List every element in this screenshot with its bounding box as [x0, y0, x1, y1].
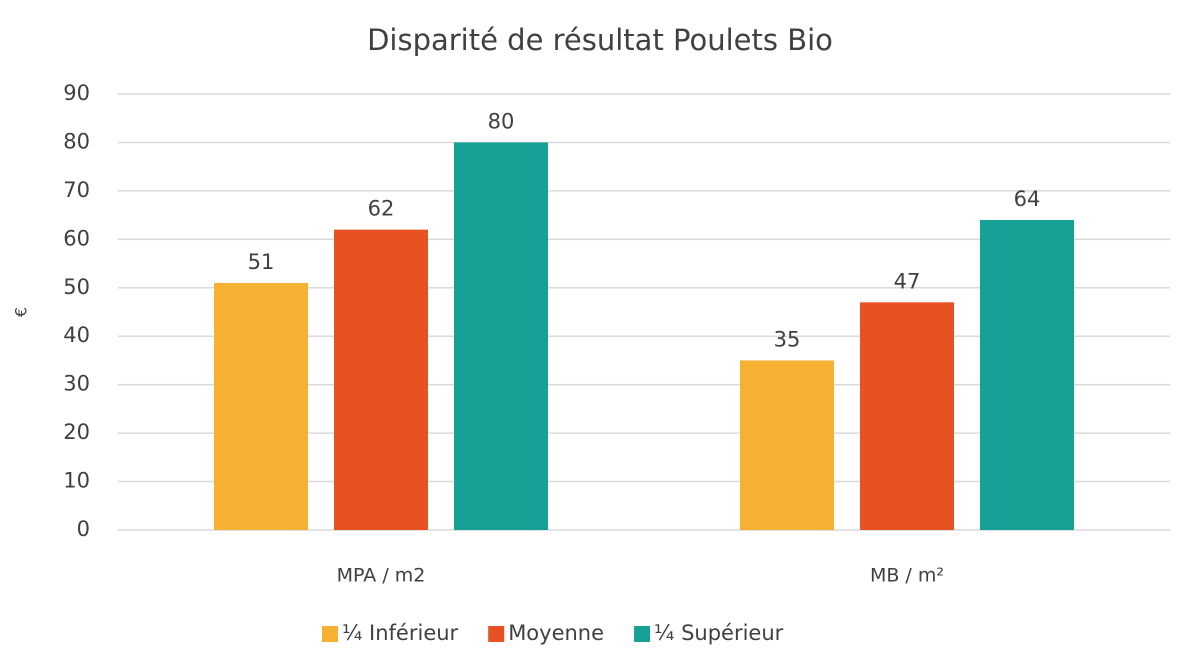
value-label: 51	[248, 250, 275, 274]
y-tick-label: 90	[63, 81, 90, 105]
value-label: 64	[1014, 187, 1041, 211]
y-tick-label: 80	[63, 129, 90, 153]
value-label: 80	[488, 109, 515, 133]
legend-swatch	[488, 626, 505, 642]
legend-label: ¼ Supérieur	[654, 621, 784, 645]
bar	[860, 302, 954, 530]
y-tick-label: 70	[63, 178, 90, 202]
y-tick-label: 10	[63, 469, 90, 493]
y-tick-label: 20	[63, 420, 90, 444]
bar	[214, 282, 308, 530]
legend-label: ¼ Inférieur	[342, 621, 459, 645]
legend-label: Moyenne	[508, 621, 604, 645]
bar	[454, 142, 548, 530]
legend-swatch	[634, 626, 651, 642]
chart-title: Disparité de résultat Poulets Bio	[367, 23, 833, 57]
x-tick-label: MB / m²	[870, 565, 944, 587]
bar	[334, 229, 428, 530]
x-tick-label: MPA / m2	[337, 565, 426, 587]
y-axis-label: €	[12, 307, 31, 317]
y-tick-label: 0	[77, 517, 90, 541]
value-label: 47	[894, 269, 921, 293]
value-label: 35	[774, 327, 801, 351]
y-tick-label: 60	[63, 226, 90, 250]
bar	[740, 360, 834, 530]
y-tick-label: 30	[63, 372, 90, 396]
y-tick-label: 40	[63, 323, 90, 347]
bar	[980, 219, 1074, 530]
value-label: 62	[368, 197, 395, 221]
y-tick-label: 50	[63, 275, 90, 299]
legend-swatch	[322, 626, 338, 642]
